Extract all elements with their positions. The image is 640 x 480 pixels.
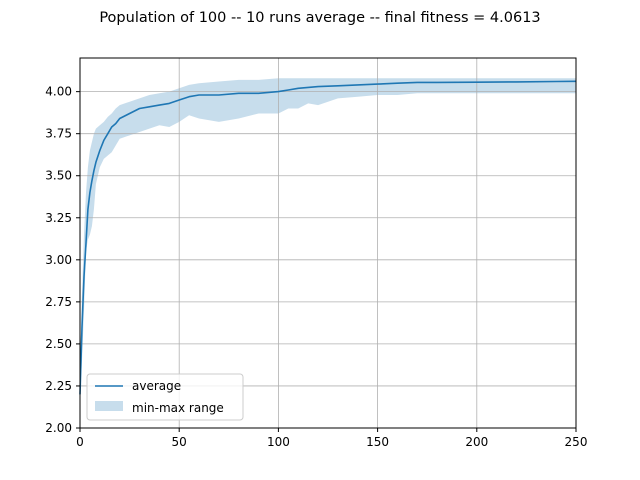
y-tick-label-0: 2.00 bbox=[45, 421, 72, 435]
plot-area: 0 50 100 150 200 250 2.00 2.25 2.50 2.75 3.00 3.25 3… bbox=[45, 57, 588, 449]
y-tick-label-3: 2.75 bbox=[45, 295, 72, 309]
legend-label-average: average bbox=[132, 379, 181, 393]
legend-label-range: min-max range bbox=[132, 401, 224, 415]
legend-frame bbox=[86, 373, 244, 421]
y-tick-label-5: 3.25 bbox=[45, 211, 72, 225]
y-tick-label-7: 3.75 bbox=[45, 127, 72, 141]
chart-title: Population of 100 -- 10 runs average -- … bbox=[99, 10, 540, 26]
legend-band-swatch bbox=[95, 401, 123, 411]
legend: average min-max range bbox=[86, 373, 244, 421]
min-max-range-band bbox=[80, 78, 576, 395]
y-tick-label-6: 3.50 bbox=[45, 169, 72, 183]
x-tick-label-1: 50 bbox=[172, 435, 187, 449]
y-tick-label-2: 2.50 bbox=[45, 337, 72, 351]
axes-frame bbox=[79, 57, 577, 429]
y-tick-label-1: 2.25 bbox=[45, 379, 72, 393]
y-tick-label-8: 4.00 bbox=[45, 85, 72, 99]
x-tick-label-5: 250 bbox=[565, 435, 588, 449]
x-tick-label-2: 100 bbox=[267, 435, 290, 449]
x-tick-label-4: 200 bbox=[465, 435, 488, 449]
average-line bbox=[79, 80, 577, 395]
y-tick-label-4: 3.00 bbox=[45, 253, 72, 267]
x-tick-label-0: 0 bbox=[76, 435, 84, 449]
x-tick-label-3: 150 bbox=[366, 435, 389, 449]
